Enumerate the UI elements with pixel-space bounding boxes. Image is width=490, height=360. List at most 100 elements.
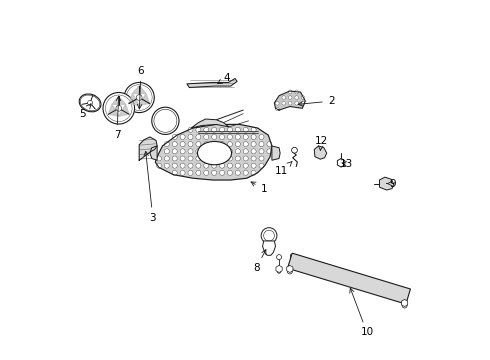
Circle shape	[188, 141, 193, 147]
Circle shape	[180, 170, 185, 175]
Circle shape	[204, 141, 209, 147]
Circle shape	[289, 96, 292, 99]
Circle shape	[220, 156, 224, 161]
Circle shape	[204, 170, 209, 175]
Text: 1: 1	[251, 182, 267, 194]
Circle shape	[180, 134, 185, 139]
Circle shape	[251, 127, 256, 132]
Text: 5: 5	[79, 104, 91, 119]
Circle shape	[103, 93, 135, 124]
Text: 2: 2	[298, 96, 334, 106]
Circle shape	[188, 170, 193, 175]
Circle shape	[220, 163, 224, 168]
Circle shape	[212, 163, 217, 168]
Polygon shape	[288, 253, 411, 304]
Circle shape	[172, 141, 177, 147]
Circle shape	[180, 163, 185, 168]
Circle shape	[116, 105, 122, 111]
Polygon shape	[129, 94, 139, 105]
Text: 10: 10	[350, 288, 373, 337]
Circle shape	[227, 149, 232, 154]
Circle shape	[243, 127, 248, 132]
Circle shape	[204, 163, 209, 168]
Circle shape	[204, 134, 209, 139]
Circle shape	[172, 134, 177, 139]
Circle shape	[164, 163, 170, 168]
Circle shape	[243, 170, 248, 175]
Circle shape	[212, 149, 217, 154]
Circle shape	[227, 170, 232, 175]
Circle shape	[301, 96, 305, 99]
Text: 4: 4	[218, 73, 230, 84]
Text: 13: 13	[340, 159, 353, 169]
Circle shape	[251, 149, 256, 154]
Ellipse shape	[197, 141, 232, 165]
Circle shape	[204, 156, 209, 161]
Polygon shape	[139, 94, 149, 105]
Circle shape	[235, 149, 240, 154]
Circle shape	[235, 163, 240, 168]
Circle shape	[220, 141, 224, 147]
Circle shape	[287, 269, 293, 274]
Circle shape	[204, 149, 209, 154]
Circle shape	[196, 156, 201, 161]
Polygon shape	[155, 125, 272, 180]
Polygon shape	[379, 177, 394, 190]
Text: 3: 3	[144, 152, 156, 222]
Circle shape	[267, 141, 272, 147]
Ellipse shape	[80, 95, 100, 111]
Polygon shape	[119, 104, 129, 116]
Circle shape	[152, 107, 179, 134]
Circle shape	[261, 228, 277, 243]
Polygon shape	[150, 146, 157, 160]
Circle shape	[180, 156, 185, 161]
Circle shape	[259, 141, 264, 147]
Circle shape	[196, 127, 201, 132]
Circle shape	[196, 163, 201, 168]
Circle shape	[251, 163, 256, 168]
Circle shape	[243, 149, 248, 154]
Circle shape	[188, 127, 193, 132]
Circle shape	[180, 141, 185, 147]
Circle shape	[227, 141, 232, 147]
Circle shape	[154, 109, 177, 132]
Circle shape	[295, 96, 298, 99]
Circle shape	[188, 149, 193, 154]
Circle shape	[275, 107, 279, 111]
Circle shape	[212, 134, 217, 139]
Circle shape	[243, 134, 248, 139]
Circle shape	[196, 170, 201, 175]
Circle shape	[251, 141, 256, 147]
Circle shape	[220, 134, 224, 139]
Polygon shape	[112, 96, 125, 104]
Circle shape	[136, 95, 142, 100]
Circle shape	[164, 141, 170, 147]
Circle shape	[289, 102, 292, 105]
Text: 11: 11	[275, 162, 292, 176]
Circle shape	[259, 163, 264, 168]
Polygon shape	[263, 241, 275, 255]
Circle shape	[227, 127, 232, 132]
Circle shape	[212, 127, 217, 132]
Text: 12: 12	[315, 136, 328, 150]
Circle shape	[259, 149, 264, 154]
Circle shape	[235, 170, 240, 175]
Circle shape	[295, 90, 298, 94]
Circle shape	[220, 170, 224, 175]
Circle shape	[172, 163, 177, 168]
Circle shape	[220, 149, 224, 154]
Circle shape	[301, 102, 305, 105]
Circle shape	[164, 149, 170, 154]
Circle shape	[267, 149, 272, 154]
Text: 9: 9	[387, 179, 396, 189]
Circle shape	[88, 100, 93, 105]
Circle shape	[227, 156, 232, 161]
Circle shape	[172, 170, 177, 175]
Polygon shape	[132, 86, 146, 94]
Circle shape	[295, 102, 298, 105]
Circle shape	[292, 147, 297, 153]
Circle shape	[402, 303, 407, 308]
Circle shape	[188, 134, 193, 139]
Circle shape	[289, 90, 292, 94]
Circle shape	[227, 163, 232, 168]
